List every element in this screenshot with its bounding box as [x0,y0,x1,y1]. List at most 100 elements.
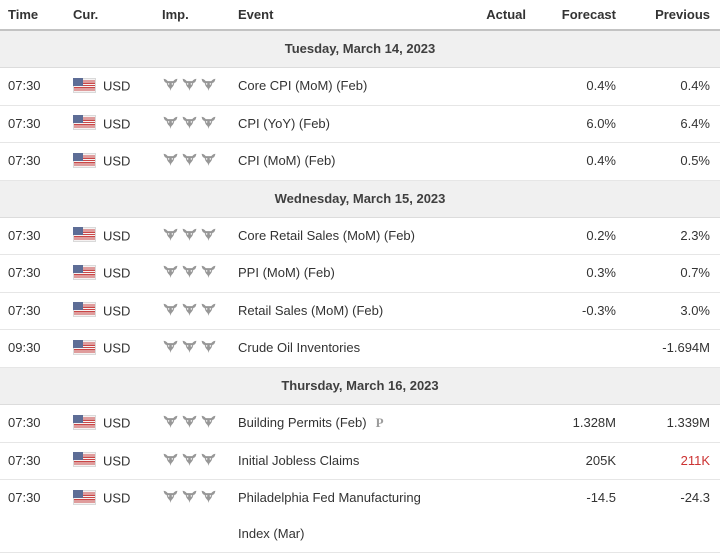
flag-canton [73,339,83,348]
date-section-label: Thursday, March 16, 2023 [0,367,720,405]
importance-bulls [158,480,219,516]
currency-cell: USD [70,105,158,144]
actual-value [440,142,530,181]
event-cell: Crude Oil Inventories [234,329,440,368]
flag-canton [73,77,83,86]
flag-canton [73,414,83,423]
event-link[interactable]: Philadelphia Fed Manufacturing Index (Ma… [238,490,421,542]
previous-value: -24.3 [620,479,720,553]
forecast-value: 0.4% [530,142,620,181]
importance-cell [158,329,234,368]
event-link[interactable]: Core CPI (MoM) (Feb) [238,78,368,93]
bull-icon [163,303,178,316]
us-flag-icon [73,115,96,131]
event-cell: Philadelphia Fed Manufacturing Index (Ma… [234,479,440,553]
date-section-row: Tuesday, March 14, 2023 [0,30,720,68]
bull-icon [201,303,216,316]
flag-canton [73,452,83,461]
event-time: 07:30 [0,292,70,331]
bull-icon [163,415,178,428]
importance-cell [158,217,234,256]
column-header-time: Time [0,0,70,31]
currency-cell: USD [70,142,158,181]
bull-icon [182,490,197,504]
currency-label: USD [103,490,131,506]
previous-value: 1.339M [620,404,720,443]
importance-cell [158,404,234,443]
actual-value [440,217,530,256]
event-link[interactable]: Building Permits (Feb) [238,414,367,430]
event-cell: Building Permits (Feb) P [234,404,440,443]
importance-bulls [158,330,219,366]
event-time: 07:30 [0,142,70,181]
forecast-value [530,329,620,368]
event-cell: Retail Sales (MoM) (Feb) [234,292,440,331]
us-flag-icon [73,339,96,355]
event-link[interactable]: Core Retail Sales (MoM) (Feb) [238,227,415,243]
bull-icon [201,341,216,354]
forecast-value: 1.328M [530,404,620,443]
bull-icon [182,303,197,316]
previous-value: 3.0% [620,292,720,331]
bull-icon [163,228,178,241]
actual-value [440,479,530,553]
bull-icon [163,153,178,167]
bull-icon [182,228,197,241]
bull-icon [182,453,197,466]
event-row: 07:30 USD PPI (MoM) (Feb) 0.3% 0.7% [0,254,720,293]
event-link[interactable]: Retail Sales (MoM) (Feb) [238,302,384,318]
column-header-event: Event [234,0,440,31]
calendar-header: Time Cur. Imp. Event Actual Forecast Pre… [0,0,720,31]
forecast-value: 6.0% [530,105,620,144]
bull-icon [163,490,178,504]
event-link[interactable]: Initial Jobless Claims [238,452,360,468]
bull-icon [201,453,216,466]
actual-value [440,67,530,106]
flag-canton [73,115,83,124]
event-time: 07:30 [0,67,70,106]
event-time: 07:30 [0,442,70,481]
us-flag-icon [73,302,96,318]
header-row: Time Cur. Imp. Event Actual Forecast Pre… [0,0,720,31]
event-link[interactable]: PPI (MoM) (Feb) [238,265,335,281]
bull-icon [163,116,178,129]
us-flag-icon [73,489,96,505]
forecast-value: 0.3% [530,254,620,293]
previous-value: -1.694M [620,329,720,368]
currency-cell: USD [70,217,158,256]
currency-label: USD [103,116,131,132]
date-section-row: Thursday, March 16, 2023 [0,367,720,405]
forecast-value: -0.3% [530,292,620,331]
event-row: 07:30 USD Philadelphia Fed Manufacturing I… [0,479,720,553]
event-link[interactable]: Crude Oil Inventories [238,340,361,356]
importance-bulls [158,255,219,291]
importance-cell [158,479,234,553]
bull-icon [201,228,216,241]
date-section-label: Wednesday, March 15, 2023 [0,180,720,218]
currency-cell: USD [70,329,158,368]
currency-label: USD [103,228,131,244]
event-link[interactable]: CPI (MoM) (Feb) [238,153,336,169]
us-flag-icon [73,227,96,243]
importance-bulls [158,293,219,329]
bull-icon [163,453,178,466]
importance-bulls [158,143,219,179]
us-flag-icon [73,414,96,430]
actual-value [440,329,530,368]
us-flag-icon [73,77,96,93]
event-cell: Core CPI (MoM) (Feb) [234,67,440,106]
event-row: 07:30 USD CPI (MoM) (Feb) 0.4% 0.5% [0,142,720,181]
column-header-actual: Actual [440,0,530,31]
column-header-previous: Previous [620,0,720,31]
currency-cell: USD [70,67,158,106]
event-time: 07:30 [0,404,70,443]
event-cell: CPI (MoM) (Feb) [234,142,440,181]
bull-icon [182,415,197,428]
previous-value: 0.5% [620,142,720,181]
importance-bulls [158,68,219,104]
event-row: 07:30 USD Retail Sales (MoM) (Feb) -0.3% 3.0… [0,292,720,331]
currency-label: USD [103,153,131,169]
actual-value [440,404,530,443]
event-link[interactable]: CPI (YoY) (Feb) [238,115,330,131]
event-row: 07:30 USD Building Permits (Feb) P 1.328M 1.3… [0,404,720,443]
